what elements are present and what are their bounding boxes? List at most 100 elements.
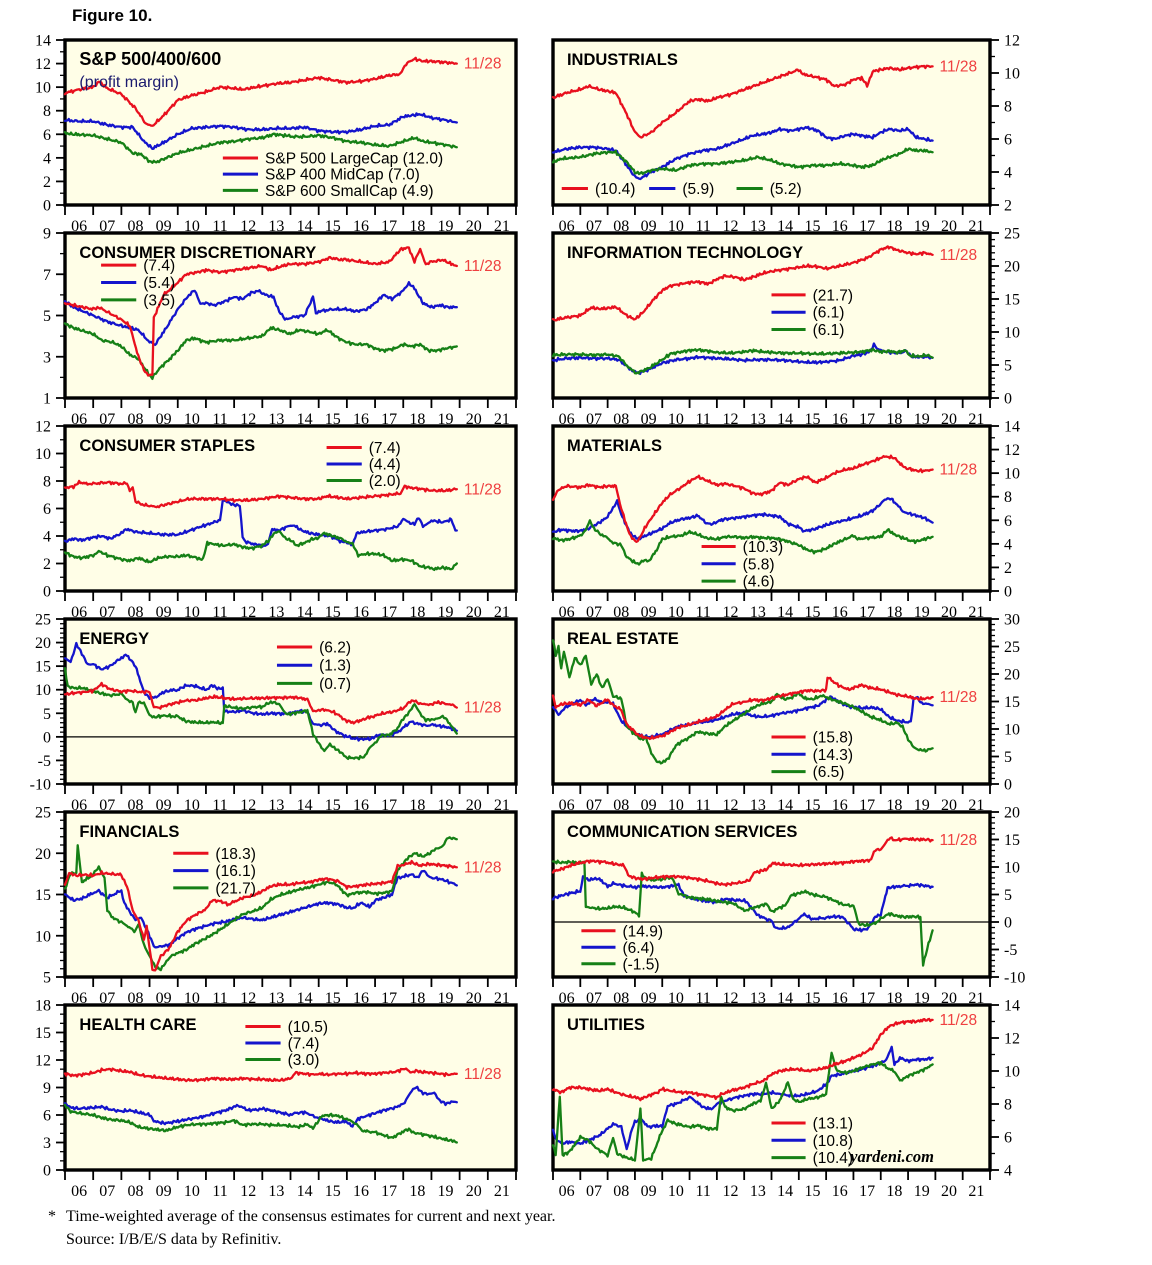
x-tick-label: 12 [240,797,256,814]
x-tick-label: 09 [156,604,172,621]
legend-label: (10.4) [813,1150,854,1167]
x-tick-label: 20 [466,604,482,621]
chart-panel-sp-500-400-600: 0 2 4 6 8 10 12 14 06 07 08 09 10 11 12 13 14 15 16 17 18 19 2… [35,33,518,235]
x-tick-label: 17 [859,990,875,1007]
real-estate-chart: 0 5 10 15 20 25 30 06 07 08 09 10 11 12 13 14 15 16 17 18 19… [551,612,1020,814]
x-tick-label: 08 [613,990,629,1007]
y-tick-label: 10 [35,928,51,945]
series-line-red [63,56,458,127]
x-tick-label: 20 [466,990,482,1007]
panel-title: MATERIALS [567,437,662,455]
x-tick-label: 16 [832,990,848,1007]
x-tick-label: 14 [297,797,313,814]
panel-title: INFORMATION TECHNOLOGY [567,244,803,262]
chart-panel-consumer-discretionary: 1 3 5 7 9 06 07 08 09 10 11 12 13 14 15 16 17 18 19 20 21 CON… [43,226,518,428]
legend-label: (-1.5) [622,956,659,973]
panel-title: INDUSTRIALS [567,51,678,69]
x-tick-label: 18 [409,1183,425,1200]
plot-frame [551,231,992,400]
x-tick-label: 13 [268,604,284,621]
x-tick-label: 15 [804,797,820,814]
x-tick-label: 08 [127,797,143,814]
x-tick-label: 12 [723,1183,739,1200]
y-tick-label: 7 [43,267,51,284]
y-tick-label: 5 [1004,749,1012,766]
figure-label: Figure 10. [72,6,153,25]
x-tick-label: 18 [409,604,425,621]
legend-label: (16.1) [215,863,256,880]
y-tick-label: 15 [1004,694,1020,711]
energy-chart: -10 -5 0 5 10 15 20 25 06 07 08 09 10 11 12 13 14 15 16 17 1… [30,612,518,814]
x-tick-label: 21 [494,411,510,428]
x-tick-label: 07 [586,218,602,235]
legend-label: (6.2) [319,640,351,657]
x-tick-label: 15 [325,1183,341,1200]
x-tick-label: 13 [750,797,766,814]
legend-label: (4.6) [743,574,775,591]
x-tick-label: 11 [696,604,711,621]
x-tick-label: 19 [914,797,930,814]
x-tick-label: 06 [71,218,87,235]
x-tick-label: 13 [268,1183,284,1200]
series-line-green [551,519,934,566]
panel-title: UTILITIES [567,1016,645,1034]
date-annotation: 11/28 [939,689,977,706]
x-tick-label: 10 [184,218,200,235]
communication-services-chart: -10 -5 0 5 10 15 20 06 07 08 09 10 11 12 13 14 15 16 17 18 1… [551,805,1025,1007]
x-tick-label: 14 [297,990,313,1007]
x-tick-label: 20 [466,1183,482,1200]
series-line-red [63,859,458,972]
x-tick-label: 20 [466,797,482,814]
x-tick-label: 15 [804,990,820,1007]
x-tick-label: 15 [325,218,341,235]
x-tick-label: 14 [777,218,793,235]
x-tick-label: 18 [886,604,902,621]
x-tick-label: 12 [240,1183,256,1200]
x-tick-label: 12 [723,990,739,1007]
series-line-blue [63,1085,458,1128]
legend-label: (5.4) [143,275,175,292]
x-tick-label: 06 [559,604,575,621]
y-tick-label: 12 [1004,1031,1020,1048]
series-line-red [63,1067,458,1083]
series-line-green [63,836,458,972]
date-annotation: 11/28 [939,462,977,479]
y-tick-label: 20 [1004,805,1020,822]
materials-chart: 0 2 4 6 8 10 12 14 06 07 08 09 10 11 12 13 14 15 16 17 18 19 2… [551,419,1020,621]
series-line-blue [63,112,458,151]
panel-title: CONSUMER DISCRETIONARY [79,244,316,262]
y-tick-label: 10 [1004,860,1020,877]
x-tick-label: 08 [127,411,143,428]
y-tick-label: 4 [43,150,51,167]
x-tick-label: 17 [381,797,397,814]
x-tick-label: 13 [268,990,284,1007]
x-tick-label: 10 [184,1183,200,1200]
x-tick-label: 11 [212,990,227,1007]
x-tick-label: 07 [99,990,115,1007]
series-line-green [63,530,458,572]
x-tick-label: 15 [804,411,820,428]
panel-title: ENERGY [79,630,149,648]
y-tick-label: 0 [43,729,51,746]
x-tick-label: 21 [494,604,510,621]
x-tick-label: 09 [641,218,657,235]
x-tick-label: 08 [127,604,143,621]
chart-panel-utilities: 4 6 8 10 12 14 06 07 08 09 10 11 12 13 14 15 16 17 18 19 20 2… [551,998,1020,1200]
x-tick-label: 11 [212,411,227,428]
watermark-text: yardeni.com [848,1147,934,1166]
x-tick-label: 13 [268,218,284,235]
date-annotation: 11/28 [464,700,502,717]
y-tick-label: 6 [1004,132,1012,149]
y-tick-label: -5 [1004,942,1017,959]
x-tick-label: 09 [156,411,172,428]
legend-label: (7.4) [143,258,175,275]
legend-label: (3.5) [143,292,175,309]
x-tick-label: 21 [968,411,984,428]
x-tick-label: 07 [586,990,602,1007]
x-tick-label: 06 [71,797,87,814]
legend-label: S&P 600 SmallCap (4.9) [265,183,434,200]
y-tick-label: 5 [43,970,51,987]
y-tick-label: 15 [35,1025,51,1042]
y-tick-label: 0 [1004,391,1012,408]
x-tick-label: 16 [353,1183,369,1200]
